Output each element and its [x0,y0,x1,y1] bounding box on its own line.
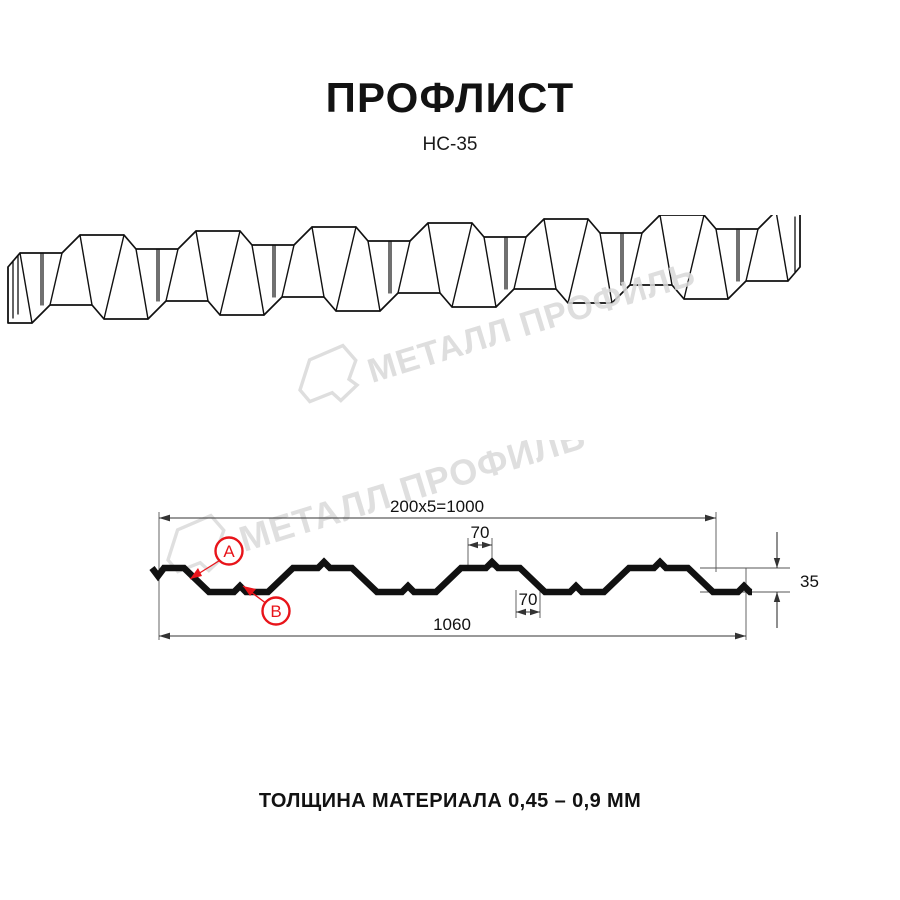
footer-block: ТОЛЩИНА МАТЕРИАЛА 0,45 – 0,9 ММ [0,790,900,813]
isometric-svg: МЕТАЛЛ ПРОФИЛЬ [7,215,801,404]
dimension-35-height: 35 [773,532,819,628]
page-title: ПРОФЛИСТ [325,74,575,121]
cross-section-dimension-view: МЕТАЛЛ ПРОФИЛЬ [0,440,900,670]
dimension-label-overall-pitch: 200x5=1000 [390,497,484,516]
isometric-view: МЕТАЛЛ ПРОФИЛЬ [0,215,900,430]
material-thickness-note: ТОЛЩИНА МАТЕРИАЛА 0,45 – 0,9 ММ [258,790,642,812]
dimension-label-profile-height: 35 [800,572,819,591]
dimension-70-top: 70 [468,523,492,549]
corrugation-body [7,215,801,324]
dimension-label-total-width: 1060 [433,615,471,634]
dimension-label-valley-width: 70 [519,590,538,609]
callout-label-b: B [270,602,281,621]
callout-A[interactable]: A [189,536,244,580]
product-model: НС-35 [422,134,478,155]
title-block: ПРОФЛИСТ НС-35 [0,74,900,158]
profile-cross-section [149,557,753,596]
dimension-1060: 1060 [159,615,746,640]
callout-B[interactable]: B [242,585,291,626]
dimension-70-bottom: 70 [516,590,540,616]
dimension-label-crest-width: 70 [471,523,490,542]
cross-section-svg: МЕТАЛЛ ПРОФИЛЬ [149,440,819,640]
callout-label-a: A [223,542,235,561]
dimension-200x5-1000: 200x5=1000 [159,497,716,522]
